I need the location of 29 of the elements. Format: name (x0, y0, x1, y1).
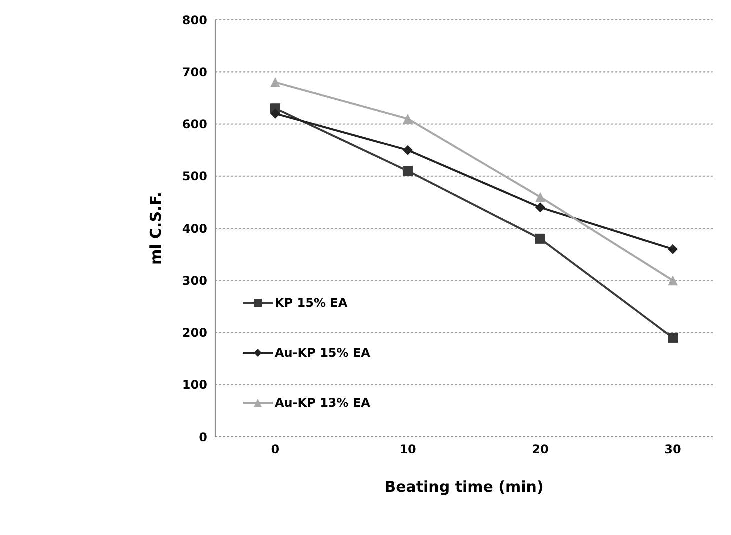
y-tick-label: 400 (182, 222, 208, 236)
legend-label: Au-KP 13% EA (275, 396, 370, 410)
point (402, 166, 413, 176)
x-axis-title: Beating time (min) (384, 478, 544, 496)
point (535, 234, 546, 244)
y-tick-label: 0 (199, 430, 208, 444)
legend-label: KP 15% EA (275, 296, 348, 310)
point (270, 78, 280, 88)
point (668, 332, 678, 343)
y-tick-label: 700 (182, 65, 208, 80)
point (270, 108, 280, 119)
y-tick-label: 200 (182, 326, 208, 340)
x-tick-label: 30 (664, 442, 682, 457)
x-tick-label: 10 (400, 442, 416, 457)
point (402, 145, 413, 156)
x-tick-label: 0 (271, 442, 280, 457)
point (402, 114, 413, 124)
y-tick-label: 800 (182, 13, 208, 28)
x-tick-label: 20 (532, 442, 549, 457)
y-tick-label: 500 (182, 170, 208, 184)
point (668, 244, 678, 254)
point (668, 276, 678, 286)
point (535, 202, 546, 213)
y-tick-label: 600 (182, 118, 208, 132)
y-axis-title: ml C.S.F. (146, 192, 165, 265)
point (535, 192, 546, 202)
legend-label: Au-KP 15% EA (275, 346, 370, 360)
y-tick-label: 100 (182, 378, 208, 392)
y-tick-label: 300 (182, 274, 208, 288)
